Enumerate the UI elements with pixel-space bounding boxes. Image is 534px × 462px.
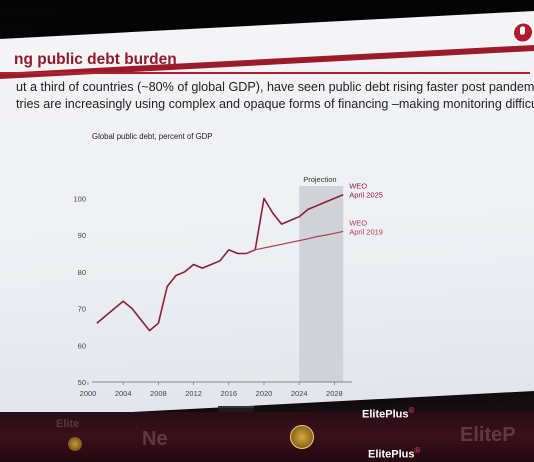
x-tick-label: 2020 <box>256 389 273 398</box>
seal-icon-small <box>68 437 82 451</box>
bullet-1: ut a third of countries (~80% of global … <box>16 80 534 94</box>
x-tick-label: 2028 <box>326 389 343 398</box>
x-tick-label: 2000 <box>80 389 97 398</box>
y-tick-label: 60 <box>78 341 86 350</box>
stage-banner <box>0 412 534 462</box>
faint-brand-right: EliteP <box>460 424 516 446</box>
series-label-date: April 2025 <box>349 191 383 200</box>
x-tick-label: 2008 <box>150 389 167 398</box>
slide-title: ng public debt burden <box>14 51 177 68</box>
brand-logo-top: ElitePlus® <box>362 406 414 421</box>
x-tick-label: 2016 <box>220 389 237 398</box>
brand-bottom-mark: ® <box>414 446 421 455</box>
title-divider <box>0 72 530 74</box>
x-tick-label: 2024 <box>291 389 308 398</box>
brand-bottom-text: ElitePlus <box>368 448 415 461</box>
projection-label: Projection <box>303 175 336 184</box>
y-tick-label: 70 <box>78 305 86 314</box>
series-label: WEO <box>349 182 367 191</box>
y-tick-label: 90 <box>78 231 86 240</box>
y-tick-label: 100 <box>73 194 86 203</box>
seal-icon <box>290 425 314 449</box>
faint-brand-left: Elite <box>56 418 80 430</box>
brand-top-mark: ® <box>408 406 415 415</box>
series-line <box>246 230 344 255</box>
x-tick-label: 2012 <box>185 389 202 398</box>
y-tick-label: 50 <box>78 378 86 387</box>
series-label: WEO <box>349 218 367 227</box>
y-tick-label: 80 <box>78 268 86 277</box>
brand-logo-bottom: ElitePlus® <box>368 446 420 461</box>
chart-title: Global public debt, percent of GDP <box>92 132 213 141</box>
brand-top-text: ElitePlus <box>362 408 409 421</box>
bullet-2: tries are increasingly using complex and… <box>16 97 534 111</box>
faint-brand-mid: Ne <box>142 428 168 450</box>
series-line <box>96 193 344 332</box>
x-tick-label: 2004 <box>115 389 132 398</box>
series-label-date: April 2019 <box>349 227 383 236</box>
projection-band <box>299 186 344 382</box>
